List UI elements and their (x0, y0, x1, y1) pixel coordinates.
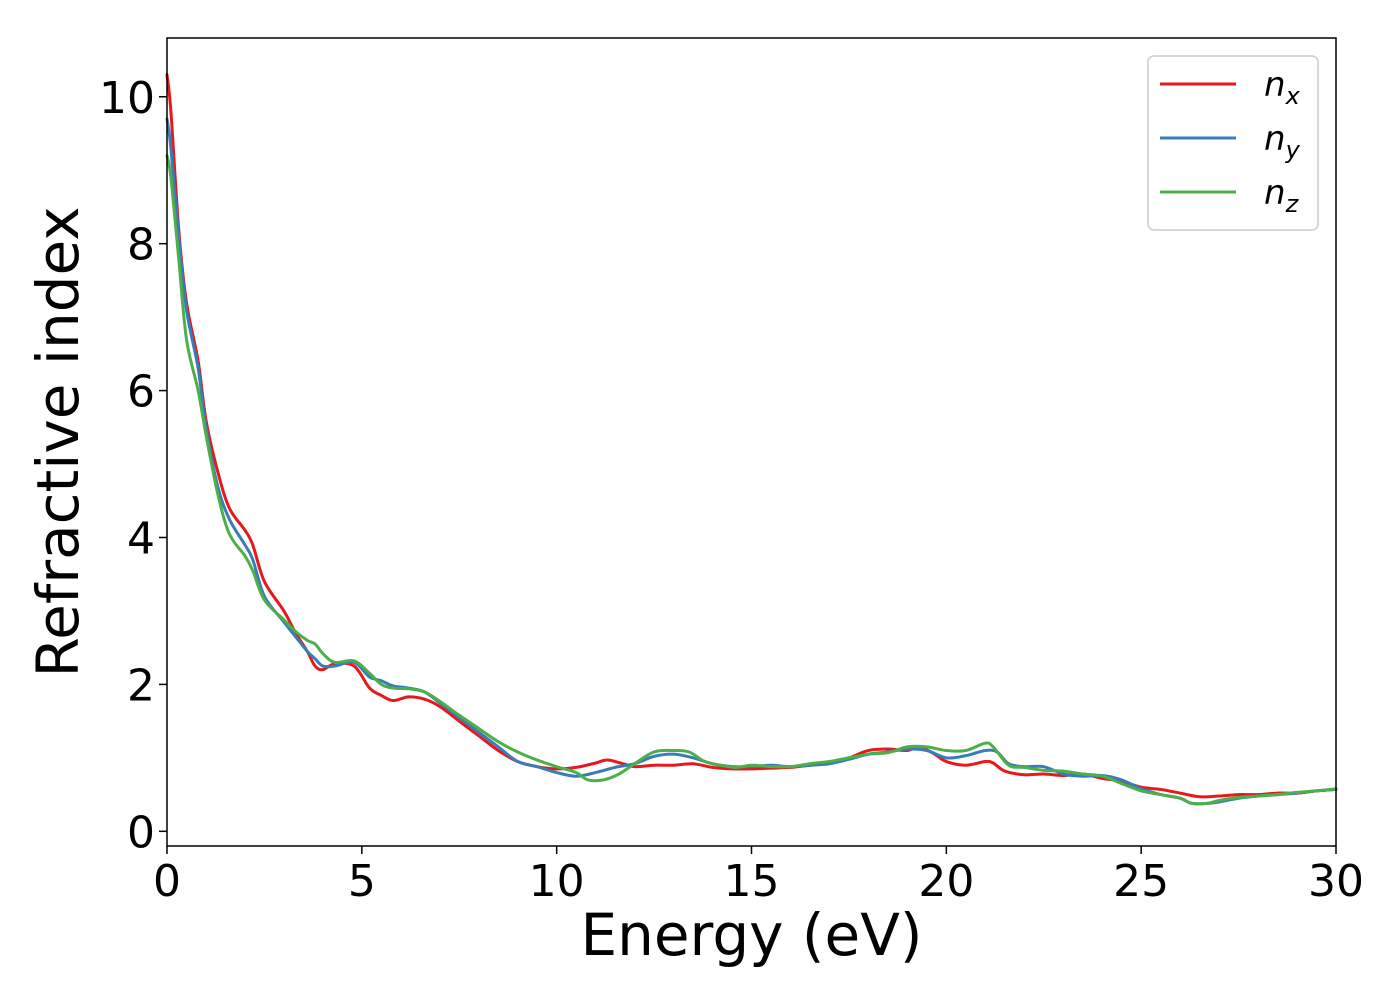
x-axis-ticks: 0 5 10 15 20 25 30 (153, 846, 1364, 907)
x-tick-label: 15 (724, 856, 780, 907)
y-tick-label: 2 (127, 660, 155, 711)
series-line-nz (165, 154, 1338, 806)
legend-label-ny: ny (1264, 119, 1301, 164)
legend-label-nz: nz (1264, 173, 1300, 218)
legend-items: nx ny nz (1160, 65, 1301, 218)
x-tick-label: 25 (1113, 856, 1169, 907)
y-tick-label: 4 (127, 513, 155, 564)
y-tick-label: 8 (127, 220, 155, 271)
series-lines (165, 73, 1338, 806)
series-line-ny (165, 117, 1338, 806)
legend-box (1147, 55, 1319, 231)
y-axis-label: Refractive index (24, 206, 92, 677)
x-axis-label: Energy (eV) (580, 901, 922, 969)
legend-label-nx: nx (1264, 65, 1301, 110)
legend: nx ny nz (1147, 55, 1319, 231)
y-tick-label: 6 (127, 367, 155, 418)
y-tick-label: 10 (99, 73, 155, 124)
y-tick-label: 0 (127, 807, 155, 858)
x-tick-label: 10 (529, 856, 585, 907)
x-tick-label: 0 (153, 856, 181, 907)
x-tick-label: 20 (918, 856, 974, 907)
x-tick-label: 5 (348, 856, 376, 907)
y-axis-ticks: 0 2 4 6 8 10 (99, 73, 167, 858)
x-tick-label: 30 (1308, 856, 1364, 907)
